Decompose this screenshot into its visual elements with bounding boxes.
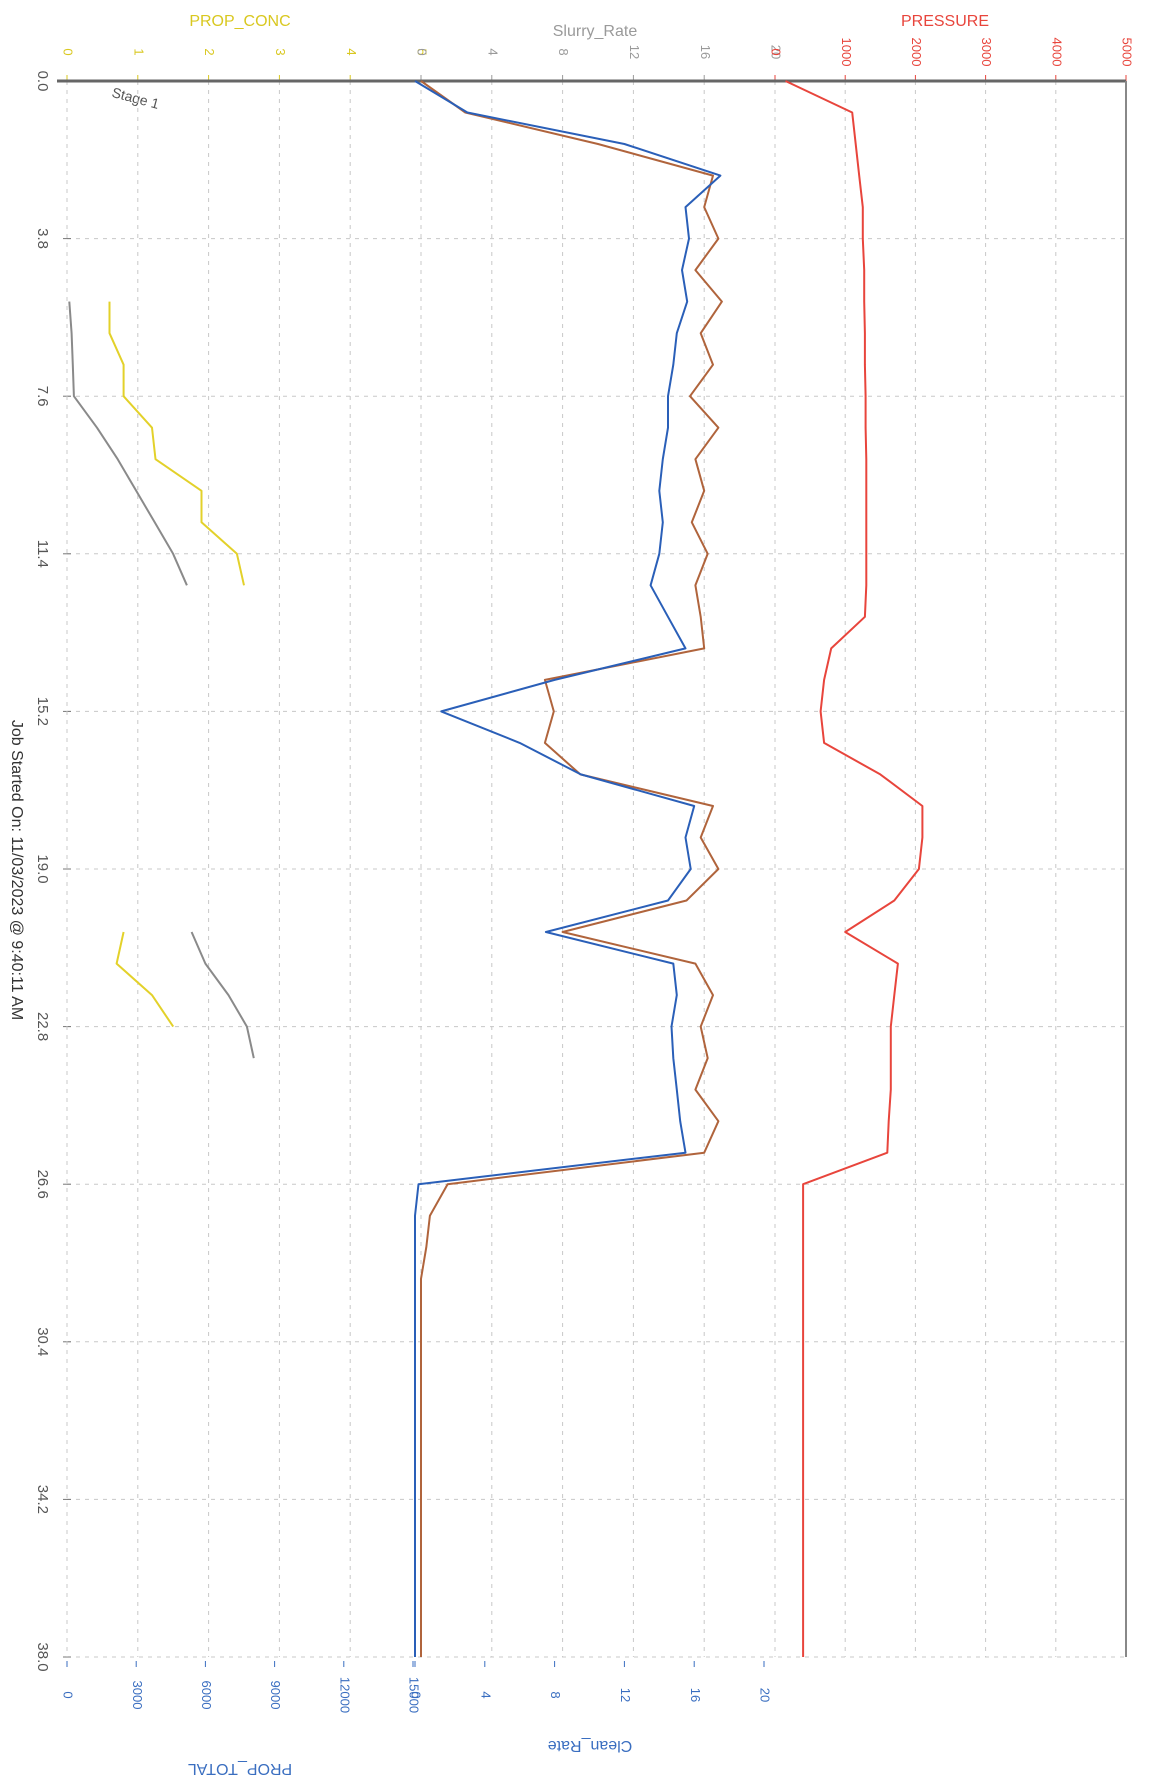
axis-tick-label: 12 [627,45,642,59]
series-line [115,931,175,1028]
axis-tick-label: 1 [131,48,146,55]
series-line [414,80,722,1657]
axis-tick-label: 3000 [979,38,994,67]
axis-tick-label: 8 [556,48,571,55]
axis-tick-label: 2000 [909,38,924,67]
axis-tick-label: 1000 [839,38,854,67]
axis-tick-label: 0 [415,48,430,55]
x-tick-label: 38.0 [34,1642,51,1671]
x-tick-label: 34.2 [34,1485,51,1514]
axis-tick-label: 4000 [1049,38,1064,67]
axis-tick-label: 20 [758,1688,773,1702]
axis-tick-label: 16 [688,1688,703,1702]
axis-tick-label: 9000 [268,1681,283,1710]
axis-tick-label: 20 [769,45,784,59]
axis-title: PROP_TOTAL [188,1760,292,1777]
x-tick-label: 11.4 [34,540,51,568]
axis-tick-label: 0 [769,48,784,55]
x-tick-label: 22.8 [34,1012,51,1041]
x-tick-label: 30.4 [34,1327,51,1356]
axis-tick-label: 6000 [199,1681,214,1710]
axis-tick-label: 0 [61,48,76,55]
series-line [68,301,188,586]
axis-tick-label: 12 [618,1688,633,1702]
x-tick-label: 7.6 [34,386,51,407]
axis-tick-label: 2 [202,48,217,55]
axis-title: PROP_CONC [189,13,290,30]
axis-title: Slurry_Rate [553,23,638,40]
axis-title: Clean_Rate [548,1737,633,1754]
axis-title: PRESSURE [901,13,989,30]
job-start-note: Job Started On: 11/03/2023 @ 9:40:11 AM [8,720,25,1020]
axis-tick-label: 3 [273,48,288,55]
axis-tick-label: 0 [409,1691,424,1698]
axis-tick-label: 12000 [337,1677,352,1713]
x-tick-label: 26.6 [34,1170,51,1199]
axis-tick-label: 4 [478,1691,493,1698]
axis-tick-label: 15000 [407,1677,422,1713]
series-line [420,80,723,1657]
axis-tick-label: 0 [61,1691,76,1698]
x-tick-label: 19.0 [34,854,51,883]
series-line [108,301,245,586]
axis-tick-label: 16 [698,45,713,59]
x-tick-label: 3.8 [34,228,51,249]
x-tick-label: 15.2 [34,697,51,726]
axis-tick-label: 3000 [130,1681,145,1710]
axis-tick-label: 4 [344,48,359,55]
axis-tick-label: 8 [548,1691,563,1698]
axis-tick-label: 5 [415,48,430,55]
series-line [190,931,255,1059]
series-line [785,80,924,1657]
axis-tick-label: 4 [485,48,500,55]
axis-tick-label: 5000 [1120,38,1135,67]
x-tick-label: 0.0 [34,71,51,92]
